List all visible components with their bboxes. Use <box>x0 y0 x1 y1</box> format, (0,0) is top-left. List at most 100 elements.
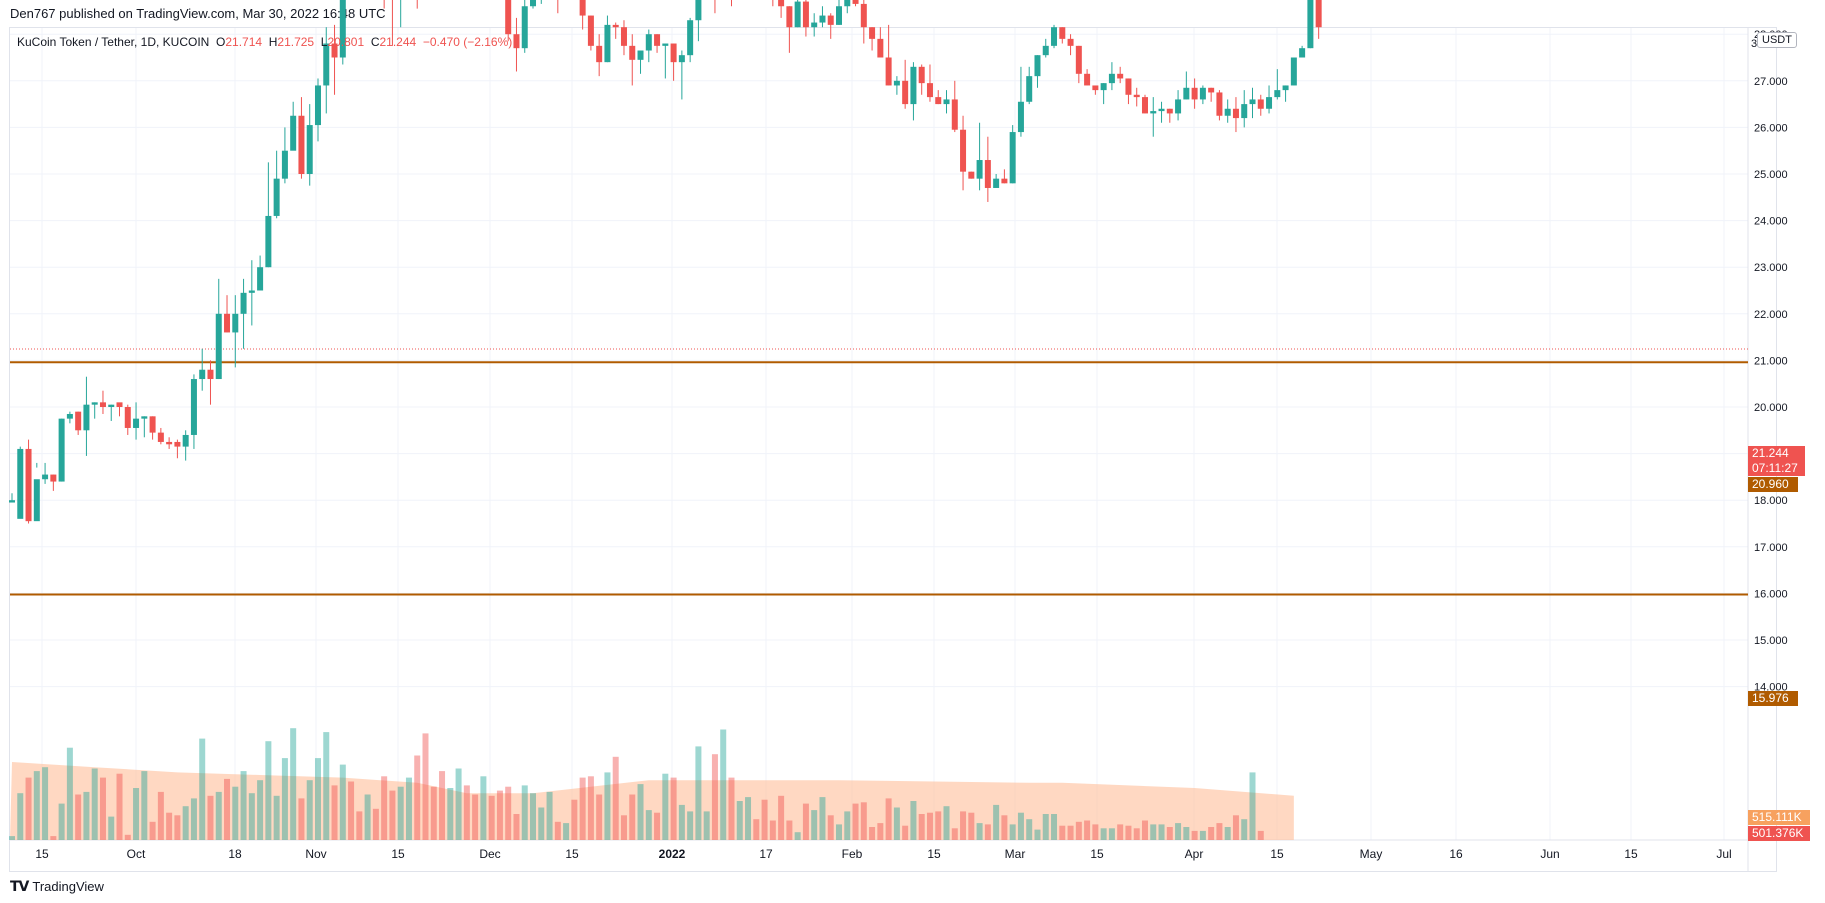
volume-bar <box>9 836 15 840</box>
volume-bar <box>554 821 561 840</box>
candle-body <box>860 3 867 28</box>
volume-bar <box>1026 819 1033 840</box>
y-tick-label: 27.000 <box>1754 76 1788 88</box>
volume-bar <box>331 785 338 840</box>
volume-bar <box>530 793 537 840</box>
candle-body <box>1290 57 1297 86</box>
x-tick-label: Nov <box>305 847 326 861</box>
close-value: 21.244 <box>379 35 417 49</box>
candle-body <box>521 6 528 49</box>
candle-body <box>1241 104 1248 119</box>
volume-bar <box>736 801 743 840</box>
volume-bar <box>604 772 611 840</box>
x-tick-label: Apr <box>1185 847 1204 861</box>
candle-body <box>314 85 321 126</box>
volume-bar <box>1150 824 1157 840</box>
candle-body <box>323 43 330 86</box>
candle-body <box>612 24 619 28</box>
volume-bar <box>513 814 520 840</box>
volume-bar <box>769 820 776 840</box>
candle-body <box>298 115 305 174</box>
candle-body <box>852 0 859 4</box>
volume-bar <box>381 776 388 840</box>
candle-body <box>1042 45 1049 56</box>
candle-body <box>75 411 82 431</box>
candle-body <box>290 115 297 151</box>
y-tick-label: 17.000 <box>1754 542 1788 554</box>
volume-bar <box>1059 825 1066 840</box>
volume-bar <box>496 790 503 840</box>
candle-body <box>91 402 98 405</box>
volume-bar <box>1249 772 1256 840</box>
candle-body <box>587 15 594 46</box>
volume-bar <box>372 808 379 840</box>
candle-body <box>265 215 272 268</box>
candle-body <box>910 66 917 105</box>
candle-body <box>248 290 255 293</box>
candle-body <box>530 0 537 7</box>
candle-body <box>232 313 239 333</box>
brand-name: TradingView <box>32 879 104 894</box>
volume-bar <box>157 791 164 840</box>
volume-ma-fill <box>10 762 1294 840</box>
candle-body <box>802 1 809 28</box>
volume-bar <box>1108 828 1115 840</box>
candle-body <box>257 267 264 291</box>
x-tick-label: 15 <box>1270 847 1284 861</box>
volume-tag: 501.376K <box>1748 826 1810 841</box>
symbol-title: KuCoin Token / Tether, 1D, KUCOIN <box>17 35 210 49</box>
symbol-legend[interactable]: KuCoin Token / Tether, 1D, KUCOIN O21.71… <box>17 35 512 49</box>
footer-brand[interactable]: 𝗧𝗩 TradingView <box>10 878 104 895</box>
high-label: H <box>268 35 278 49</box>
volume-bar <box>703 811 710 840</box>
candle-body <box>877 38 884 58</box>
volume-bar <box>1051 814 1058 840</box>
volume-bar <box>885 798 892 840</box>
candle-body <box>50 474 57 482</box>
candle-body <box>1307 0 1314 49</box>
volume-bar <box>42 767 49 840</box>
candle-body <box>935 97 942 105</box>
candle-body <box>1117 73 1124 79</box>
volume-bar <box>836 824 842 840</box>
x-tick-label: Jul <box>1716 847 1731 861</box>
volume-bar <box>918 814 925 840</box>
candle-body <box>819 15 826 23</box>
volume-bar <box>248 793 255 840</box>
close-label: C <box>370 35 380 49</box>
volume-bar <box>1092 824 1099 840</box>
volume-bar <box>910 801 917 840</box>
candle-body <box>918 66 925 84</box>
x-tick-label: 2022 <box>659 847 686 861</box>
candle-body <box>695 0 702 21</box>
candle-body <box>215 313 222 380</box>
volume-bar <box>1199 830 1206 840</box>
currency-unit-button[interactable]: USDT <box>1757 32 1797 48</box>
volume-bars <box>9 728 1264 840</box>
high-value: 21.725 <box>277 35 315 49</box>
volume-bar <box>1133 828 1140 840</box>
candle-body <box>33 479 40 522</box>
volume-bar <box>207 795 214 840</box>
candle-body <box>645 34 652 51</box>
volume-bar <box>1067 825 1074 840</box>
candle-body <box>1166 108 1173 114</box>
candle-body <box>1092 85 1099 91</box>
volume-bar <box>935 811 942 840</box>
candle-body <box>9 500 15 503</box>
grid-lines <box>10 28 1749 872</box>
candle-body <box>240 292 247 314</box>
volume-bar <box>240 771 247 840</box>
y-tick-label: 20.000 <box>1754 402 1788 414</box>
volume-bar <box>546 791 553 840</box>
publisher-line: Den767 published on TradingView.com, Mar… <box>10 6 386 21</box>
volume-bar <box>1141 820 1148 840</box>
bar-countdown-tag: 07:11:27 <box>1748 461 1805 476</box>
volume-bar <box>678 804 685 840</box>
candle-body <box>786 6 793 28</box>
volume-bar <box>1125 825 1132 840</box>
last-price-tag: 21.244 <box>1748 446 1805 461</box>
volume-bar <box>224 778 231 840</box>
volume-bar <box>33 771 40 840</box>
